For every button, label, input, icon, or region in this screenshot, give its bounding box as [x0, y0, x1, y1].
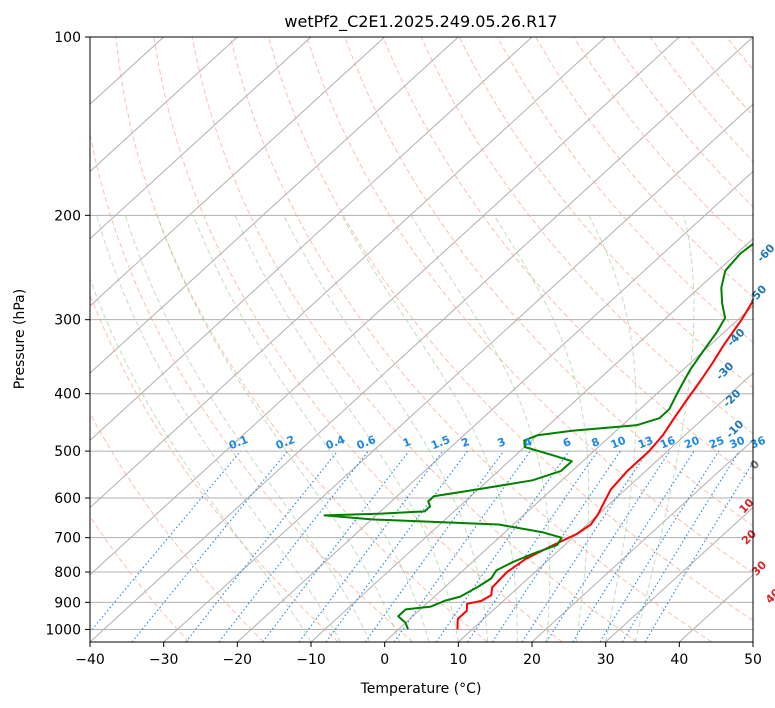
moist-adiabat — [90, 277, 312, 642]
isotherm — [90, 37, 533, 442]
mixing-ratio-line — [545, 450, 671, 642]
temperature-profile — [456, 298, 753, 630]
mixing-ratio-line — [262, 450, 410, 642]
mixing-ratio-label: 10 — [609, 434, 628, 452]
y-tick-label: 900 — [54, 595, 81, 611]
y-tick-label: 500 — [54, 444, 81, 460]
dry-adiabat — [268, 37, 753, 622]
dry-adiabat — [420, 37, 753, 435]
dry-adiabat — [90, 412, 264, 642]
profile-series — [323, 242, 753, 630]
mixing-ratio-label: 2 — [459, 435, 471, 450]
y-tick-label: 800 — [54, 565, 81, 581]
moist-adiabat — [588, 215, 637, 642]
y-tick-label: 400 — [54, 387, 81, 403]
moist-adiabat — [96, 215, 341, 642]
mixing-ratio-label: 25 — [707, 434, 726, 452]
mixing-ratio-line — [467, 450, 599, 642]
dry-adiabat — [382, 37, 753, 481]
chart-title: wetPf2_C2E1.2025.249.05.26.R17 — [284, 12, 557, 32]
mixing-ratio-line — [131, 450, 289, 642]
mixing-ratio-line — [325, 450, 468, 642]
mixing-ratio-line — [185, 450, 339, 642]
isotherm — [531, 439, 753, 642]
y-tick-label: 1000 — [45, 622, 81, 638]
y-axis-ticks: 100 200 300 400 500 600 700 800 900 1000 — [45, 30, 90, 638]
mixing-ratio-line — [521, 450, 649, 642]
dry-adiabat — [344, 37, 753, 527]
mixing-ratio-line — [298, 450, 444, 642]
y-tick-label: 300 — [54, 313, 81, 329]
isotherm — [384, 305, 753, 642]
x-tick-label: −40 — [75, 652, 105, 668]
y-tick-label: 700 — [54, 531, 81, 547]
isotherm — [236, 170, 753, 642]
mixing-ratio-label: 30 — [728, 434, 747, 452]
x-tick-label: −20 — [223, 652, 253, 668]
dewpoint-profile — [323, 242, 753, 630]
moist-adiabat — [634, 215, 695, 642]
dry-adiabat — [90, 131, 414, 642]
moist-adiabat — [192, 215, 430, 642]
isotherm — [90, 37, 680, 576]
isotherm — [90, 37, 753, 642]
isotherm — [90, 37, 386, 307]
dry-adiabat — [153, 37, 563, 642]
x-axis-ticks: −40 −30 −20 −10 0 10 20 30 40 50 — [75, 642, 762, 668]
dry-adiabat — [229, 37, 712, 642]
mixing-ratio-line — [435, 450, 570, 642]
dry-adiabat — [535, 37, 753, 298]
x-axis-label: Temperature (°C) — [360, 681, 482, 697]
moist-adiabats — [90, 215, 695, 642]
x-tick-label: 10 — [449, 652, 467, 668]
mixing-ratio-label: 20 — [682, 434, 701, 452]
x-tick-label: 40 — [670, 652, 688, 668]
mixing-ratio-line — [572, 450, 695, 642]
plot-area — [90, 37, 753, 642]
x-tick-label: 50 — [744, 652, 762, 668]
x-tick-label: 20 — [523, 652, 541, 668]
mixing-ratio-line — [364, 450, 505, 642]
moist-adiabat — [493, 215, 590, 642]
y-tick-label: 200 — [54, 208, 81, 224]
y-tick-label: 100 — [54, 30, 81, 46]
x-tick-label: −10 — [296, 652, 326, 668]
isotherm — [457, 372, 753, 642]
y-tick-label: 600 — [54, 491, 81, 507]
mixing-ratio-label: 16 — [658, 434, 677, 452]
mixing-ratio-line — [90, 450, 242, 633]
dry-adiabat — [115, 37, 488, 642]
x-tick-label: 30 — [597, 652, 615, 668]
moist-adiabat — [283, 215, 489, 642]
isotherm — [90, 37, 312, 240]
dry-adiabat — [306, 37, 753, 574]
skewed-isotherms — [90, 37, 753, 642]
mixing-ratio-line — [621, 450, 740, 642]
mixing-ratio-line — [491, 450, 621, 642]
mixing-ratio-label: 1 — [401, 435, 413, 450]
moist-adiabat — [156, 215, 400, 642]
isotherm — [90, 37, 459, 374]
plot-frame — [89, 36, 754, 643]
mixing-ratio-label: 8 — [590, 435, 602, 450]
mixing-ratio-lines — [90, 450, 753, 642]
isotherm — [605, 506, 753, 642]
mixing-ratio-label: 13 — [636, 434, 655, 452]
mixing-ratio-label: 3 — [496, 435, 508, 450]
y-axis-label: Pressure (hPa) — [12, 289, 28, 389]
isotherm — [163, 103, 753, 642]
moist-adiabat — [124, 215, 371, 642]
pressure-gridlines — [90, 37, 753, 630]
moist-adiabat — [341, 215, 518, 642]
dry-adiabat — [496, 37, 753, 344]
isotherm — [90, 37, 607, 509]
mixing-ratio-line — [393, 450, 531, 642]
isotherm — [90, 37, 238, 173]
moist-adiabat — [410, 215, 551, 642]
x-tick-label: 0 — [380, 652, 389, 668]
x-tick-label: −30 — [149, 652, 179, 668]
